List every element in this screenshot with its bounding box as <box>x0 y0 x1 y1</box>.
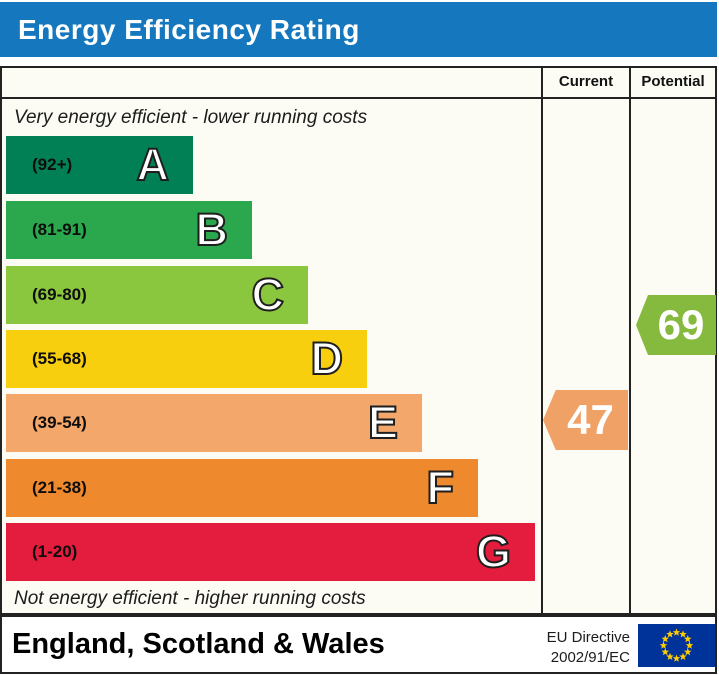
band-e: (39-54) E <box>6 394 422 452</box>
current-rating-arrow: 47 <box>543 390 628 450</box>
band-d: (55-68) D <box>6 330 367 388</box>
band-b: (81-91) B <box>6 201 252 259</box>
potential-rating-arrow: 69 <box>636 295 716 355</box>
band-a-range: (92+) <box>32 155 73 174</box>
band-f-letter: F <box>426 461 455 514</box>
header-row-divider <box>0 97 717 99</box>
eu-directive-text: EU Directive 2002/91/EC <box>440 628 630 668</box>
potential-column-divider <box>629 66 631 615</box>
band-a: (92+) A <box>6 136 193 194</box>
page-title: Energy Efficiency Rating <box>18 13 360 45</box>
potential-column-header: Potential <box>641 73 705 90</box>
band-f-range: (21-38) <box>32 478 87 497</box>
current-column-divider <box>541 66 543 615</box>
eu-directive-line2: 2002/91/EC <box>550 649 630 666</box>
band-a-letter: A <box>136 138 170 191</box>
potential-rating-value: 69 <box>657 301 705 348</box>
current-column-header: Current <box>558 73 614 90</box>
bottom-note: Not energy efficient - higher running co… <box>14 588 366 609</box>
band-c-letter: C <box>251 268 285 321</box>
footer <box>0 615 717 674</box>
band-d-letter: D <box>310 332 344 385</box>
title-bar: Energy Efficiency Rating <box>0 2 717 57</box>
current-rating-value: 47 <box>567 396 614 443</box>
top-note: Very energy efficient - lower running co… <box>14 107 368 128</box>
band-e-range: (39-54) <box>32 413 87 432</box>
band-e-letter: E <box>367 396 399 449</box>
band-f: (21-38) F <box>6 459 478 517</box>
eu-directive-line1: EU Directive <box>546 629 630 646</box>
band-g-range: (1-20) <box>32 542 78 561</box>
eu-flag-icon <box>638 624 715 667</box>
region-label: England, Scotland & Wales <box>12 628 385 660</box>
band-g-letter: G <box>475 525 512 578</box>
band-b-letter: B <box>195 203 229 256</box>
band-b-range: (81-91) <box>32 220 87 239</box>
band-c-range: (69-80) <box>32 285 87 304</box>
band-g: (1-20) G <box>6 523 535 581</box>
band-d-range: (55-68) <box>32 349 87 368</box>
band-c: (69-80) C <box>6 266 308 324</box>
